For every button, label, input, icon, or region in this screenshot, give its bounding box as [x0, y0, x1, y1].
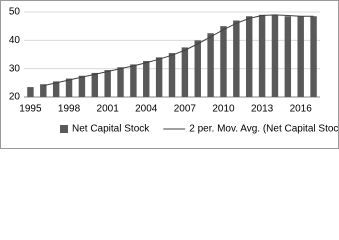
y-tick-label: 50 — [9, 7, 21, 18]
bar — [181, 47, 189, 97]
bar — [40, 84, 47, 97]
x-tick-label: 2010 — [212, 104, 235, 115]
legend-label: 2 per. Mov. Avg. (Net Capital Stock ) — [189, 124, 339, 135]
line — [43, 14, 314, 87]
y-tick-label: 40 — [9, 35, 21, 46]
bar — [65, 78, 73, 97]
x-tick-label: 2007 — [174, 104, 197, 115]
bar — [143, 61, 150, 97]
bar — [91, 72, 98, 97]
bar — [168, 53, 176, 97]
y-tick-label: 30 — [9, 63, 21, 74]
bar — [130, 64, 137, 97]
x-tick-label: 2004 — [135, 104, 158, 115]
bar — [27, 87, 34, 97]
bar — [284, 16, 292, 97]
bar — [271, 14, 279, 97]
y-tick-label: 20 — [9, 92, 21, 103]
x-tick-label: 1998 — [58, 104, 81, 115]
bar — [310, 16, 317, 97]
x-tick-label: 1995 — [19, 104, 42, 115]
bar — [52, 81, 60, 97]
bar — [194, 40, 201, 97]
bar — [207, 33, 214, 97]
bar — [233, 20, 240, 97]
chart: 20 30 40 50 1995 1998 2001 2004 2007 2010 2013 2016… — [0, 0, 339, 149]
bar — [297, 16, 304, 97]
bar — [104, 70, 111, 97]
legend-swatch — [60, 125, 68, 133]
legend-label: Net Capital Stock — [72, 124, 150, 135]
bar — [246, 16, 253, 97]
bar — [220, 26, 227, 98]
bar — [258, 14, 266, 97]
x-tick-label: 2001 — [97, 104, 120, 115]
bar — [117, 67, 124, 97]
x-tick-label: 2016 — [290, 104, 313, 115]
bar — [155, 57, 163, 97]
x-tick-label: 2013 — [251, 104, 274, 115]
bar — [78, 75, 86, 97]
